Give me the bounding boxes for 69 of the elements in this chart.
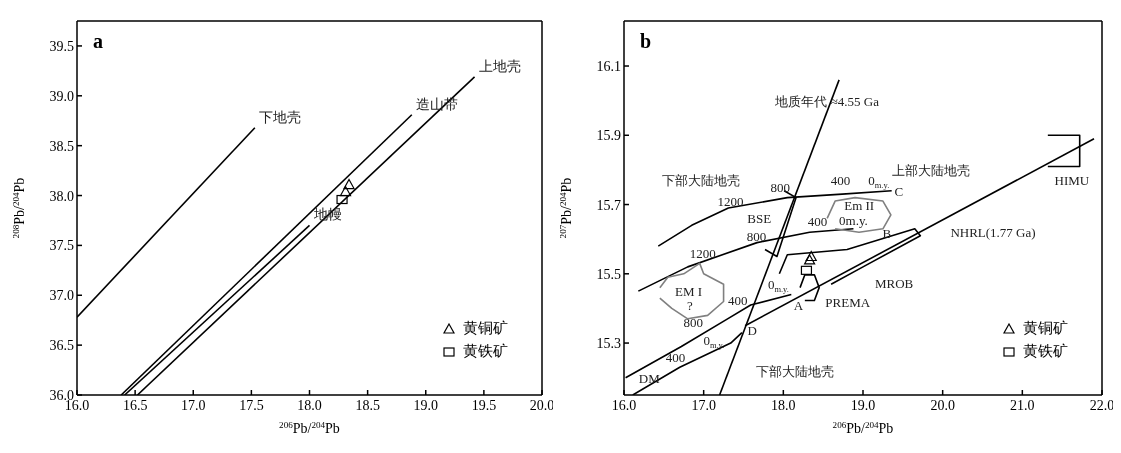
x-tick-label: 20.0 bbox=[930, 397, 955, 413]
annotation: 400 bbox=[807, 213, 828, 229]
y-tick-label: 15.7 bbox=[596, 197, 621, 213]
annotation: 0$_{m.y.}$ bbox=[868, 172, 890, 191]
annotation: 上部大陆地壳 bbox=[891, 162, 970, 178]
annotation: NHRL(1.77 Ga) bbox=[950, 224, 1036, 240]
annotation: ? bbox=[687, 297, 694, 313]
annotation: 400 bbox=[728, 292, 748, 308]
x-tick-label: 21.0 bbox=[1010, 397, 1035, 413]
y-tick-label: 16.1 bbox=[596, 58, 621, 74]
series-label: 上地壳 bbox=[478, 58, 521, 74]
annotation: 1200 bbox=[717, 193, 744, 209]
annotation: 下部大陆地壳 bbox=[755, 363, 834, 379]
annotation: PREMA bbox=[825, 294, 871, 309]
legend-label: 黄铜矿 bbox=[463, 319, 508, 338]
annotation: DM bbox=[638, 370, 661, 386]
annotation: EM I bbox=[674, 283, 703, 299]
x-tick-label: 16.5 bbox=[122, 397, 148, 413]
y-tick-label: 39.5 bbox=[49, 38, 74, 54]
text: a bbox=[93, 30, 103, 53]
y-tick-label: 37.0 bbox=[49, 288, 74, 304]
x-tick-label: 18.5 bbox=[355, 397, 380, 413]
annotation: 800 bbox=[683, 314, 704, 330]
annotation: 1200 bbox=[689, 245, 716, 261]
x-tick-label: 22.0 bbox=[1089, 397, 1115, 413]
legend-label: 黄铁矿 bbox=[463, 342, 508, 361]
x-axis-title: $^{206}$Pb/$^{204}$Pb bbox=[832, 420, 894, 436]
x-tick-label: 17.5 bbox=[239, 397, 264, 413]
series-label: 造山带 bbox=[415, 96, 458, 112]
y-tick-label: 37.5 bbox=[49, 238, 74, 254]
y-tick-label: 39.0 bbox=[49, 88, 74, 104]
series-label: 地幔 bbox=[312, 207, 342, 223]
annotation: 地质年代 ≈4.55 Ga bbox=[774, 93, 880, 109]
annotation: 800 bbox=[746, 228, 767, 244]
annotation: 400 bbox=[830, 172, 851, 188]
annotation: BSE bbox=[747, 210, 772, 226]
y-tick-label: 15.9 bbox=[596, 128, 621, 144]
annotation: 400 bbox=[665, 349, 686, 365]
y-tick-label: 36.5 bbox=[49, 338, 74, 354]
x-tick-label: 18.0 bbox=[771, 397, 796, 413]
x-tick-label: 18.0 bbox=[297, 397, 322, 413]
x-tick-label: 17.0 bbox=[691, 397, 716, 413]
annotation: 0$_{m.y.}$ bbox=[767, 276, 789, 295]
annotation: A bbox=[793, 297, 804, 313]
annotation: D bbox=[747, 322, 757, 338]
x-tick-label: 19.5 bbox=[471, 397, 497, 413]
annotation: 0$_{m.y.}$ bbox=[703, 332, 725, 350]
x-tick-label: 19.0 bbox=[413, 397, 438, 413]
annotation: 800 bbox=[770, 179, 791, 195]
annotation: B bbox=[882, 225, 892, 241]
y-tick-label: 38.0 bbox=[49, 188, 74, 204]
annotation: 0m.y. bbox=[839, 212, 868, 228]
x-tick-label: 20.0 bbox=[529, 397, 555, 413]
y-tick-label: 38.5 bbox=[49, 138, 74, 154]
annotation: HIMU bbox=[1054, 172, 1090, 188]
legend-label: 黄铜矿 bbox=[1023, 319, 1068, 338]
x-tick-label: 19.0 bbox=[850, 397, 876, 413]
x-axis-title: $^{206}$Pb/$^{204}$Pb bbox=[279, 420, 340, 436]
series-label: 下地壳 bbox=[258, 109, 301, 125]
annotation: C bbox=[894, 183, 904, 199]
annotation: MROB bbox=[874, 275, 914, 291]
legend-label: 黄铁矿 bbox=[1023, 342, 1068, 361]
y-tick-label: 15.5 bbox=[596, 266, 621, 282]
x-tick-label: 17.0 bbox=[181, 397, 206, 413]
annotation: Em II bbox=[844, 197, 875, 213]
chart-title: b bbox=[640, 30, 652, 53]
annotation: 下部大陆地壳 bbox=[662, 172, 741, 188]
y-tick-label: 15.3 bbox=[596, 336, 621, 352]
x-tick-label: 16.0 bbox=[611, 397, 637, 413]
